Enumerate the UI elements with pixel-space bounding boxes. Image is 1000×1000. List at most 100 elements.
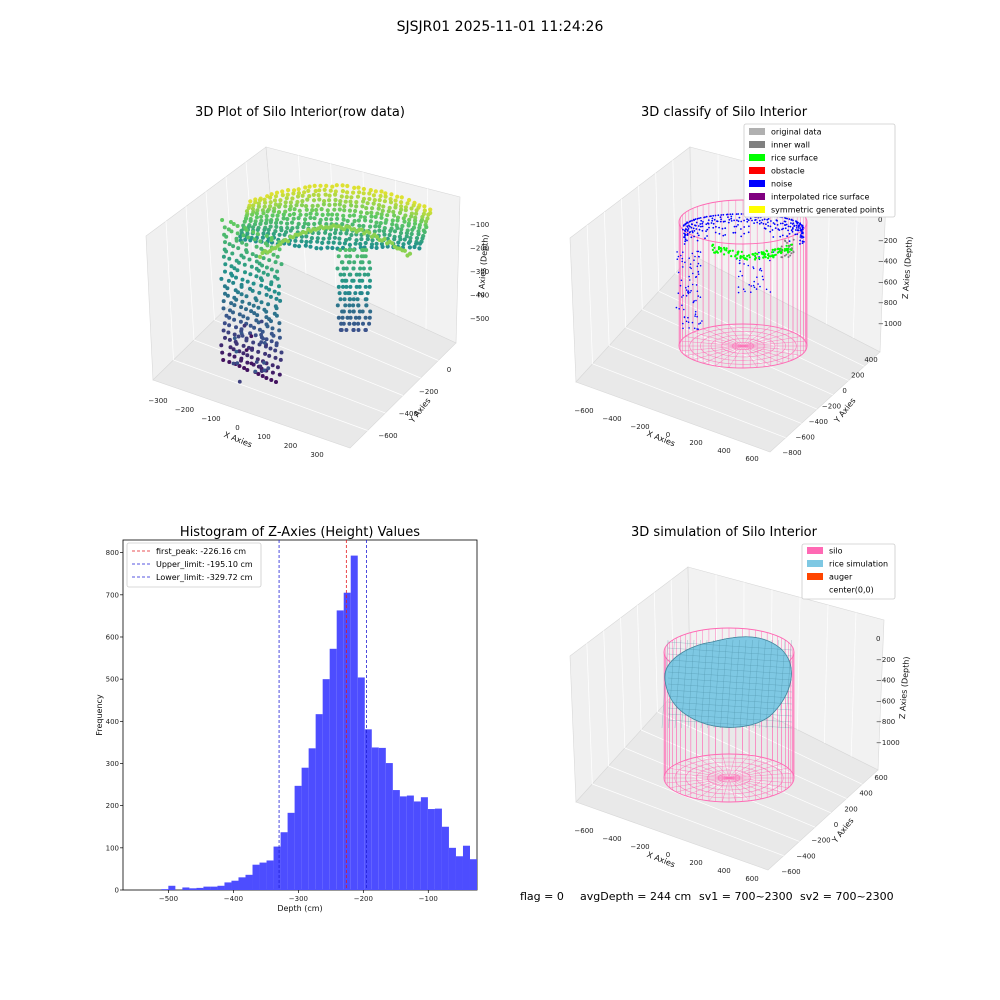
raw-point	[249, 264, 254, 269]
simulation-x-tick-label: 200	[689, 859, 702, 867]
noise-point	[696, 217, 699, 220]
raw-point	[360, 204, 365, 209]
rice-surface-point	[727, 251, 730, 254]
raw-point	[361, 191, 366, 196]
classify-y-tick-label: 200	[851, 372, 864, 380]
histogram-bar	[343, 592, 351, 890]
raw-point	[340, 260, 345, 265]
noise-point	[689, 263, 692, 265]
raw-point	[357, 315, 362, 320]
noise-point	[719, 216, 722, 219]
noise-point	[799, 243, 801, 245]
raw-point	[264, 214, 269, 219]
raw-point	[263, 221, 269, 226]
raw-point	[254, 211, 259, 216]
legend-label: symmetric generated points	[771, 206, 884, 215]
raw-point	[241, 255, 246, 260]
raw-point	[333, 192, 338, 197]
raw-point	[413, 218, 418, 223]
raw-point	[227, 256, 232, 261]
noise-point	[737, 220, 740, 223]
noise-point	[690, 236, 693, 239]
noise-point	[743, 263, 745, 265]
noise-point	[774, 227, 777, 230]
noise-point	[685, 289, 688, 291]
noise-point	[699, 223, 702, 225]
raw-point	[342, 297, 347, 302]
raw-point	[237, 312, 242, 317]
raw-point	[318, 183, 323, 188]
histogram-bar	[217, 885, 225, 890]
raw-point	[303, 230, 308, 235]
noise-point	[697, 328, 699, 331]
histogram-x-axis-label: Depth (cm)	[277, 904, 322, 913]
legend-swatch	[749, 180, 765, 187]
rice-surface-point	[783, 249, 786, 252]
noise-point	[693, 230, 696, 232]
noise-point	[776, 224, 779, 226]
raw-point	[374, 245, 379, 250]
raw-point	[417, 225, 422, 230]
raw-point	[378, 221, 383, 226]
noise-point	[767, 221, 769, 224]
noise-point	[727, 216, 729, 219]
noise-point	[801, 229, 803, 231]
raw-point	[285, 221, 290, 226]
histogram-bar	[182, 887, 190, 890]
noise-point	[675, 306, 678, 309]
noise-point	[688, 224, 690, 227]
raw-point	[246, 205, 251, 210]
raw-point	[269, 378, 274, 382]
raw-point	[406, 223, 411, 228]
noise-point	[681, 296, 683, 298]
raw-point	[262, 368, 267, 373]
noise-point	[697, 295, 699, 297]
raw-point	[253, 200, 258, 205]
noise-point	[711, 217, 714, 220]
raw-x-tick-label: −300	[148, 397, 167, 405]
raw-point	[269, 282, 274, 287]
histogram-legend: first_peak: -226.16 cm Upper_limit: -195.…	[126, 542, 262, 588]
histogram-y-tick-label: 800	[106, 549, 119, 557]
raw-point	[253, 333, 258, 338]
raw-point	[347, 303, 352, 308]
noise-point	[711, 219, 714, 222]
noise-point	[763, 218, 766, 221]
rice-surface-point	[748, 256, 751, 259]
raw-point	[352, 218, 357, 224]
legend-label: noise	[771, 180, 792, 189]
raw-point	[237, 379, 242, 384]
histogram-y-tick-label: 300	[106, 760, 119, 768]
raw-point	[260, 329, 265, 334]
noise-point	[693, 259, 695, 262]
raw-point	[363, 328, 368, 332]
footer-stats: flag = 0 avgDepth = 244 cm sv1 = 700~230…	[520, 890, 894, 903]
raw-point	[292, 188, 297, 193]
raw-point	[399, 207, 404, 212]
rice-surface-point	[723, 248, 726, 251]
noise-point	[714, 231, 717, 234]
raw-point	[264, 292, 269, 297]
raw-point	[344, 278, 349, 283]
noise-point	[684, 238, 687, 241]
raw-point	[254, 274, 259, 279]
raw-point	[373, 189, 378, 194]
raw-point	[220, 350, 225, 355]
raw-point	[262, 227, 267, 232]
inner-wall-point	[789, 254, 792, 257]
raw-point	[277, 372, 282, 377]
panel-raw-title: 3D Plot of Silo Interior(row data)	[195, 105, 405, 120]
noise-point	[801, 227, 804, 229]
noise-point	[695, 276, 697, 279]
raw-point	[252, 311, 257, 316]
histogram-y-tick-label: 700	[106, 591, 119, 599]
raw-point	[363, 240, 368, 246]
raw-point	[236, 246, 241, 251]
raw-x-tick-label: 100	[257, 433, 270, 441]
raw-x-tick-label: −200	[175, 406, 194, 414]
raw-point	[232, 354, 237, 359]
raw-point	[346, 224, 352, 229]
histogram-bar	[231, 880, 239, 890]
raw-point	[401, 242, 406, 247]
raw-point	[422, 229, 427, 235]
